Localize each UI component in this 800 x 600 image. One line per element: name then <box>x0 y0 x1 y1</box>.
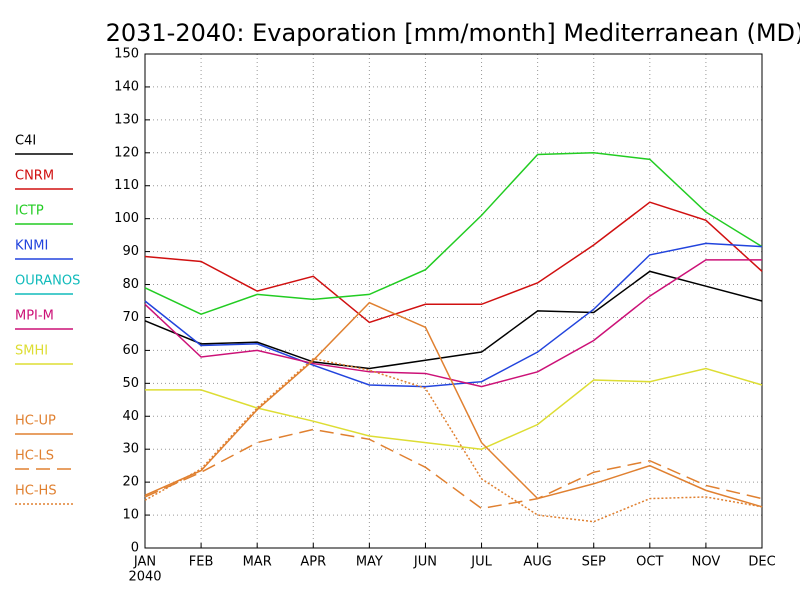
x-tick-label: APR <box>300 555 326 570</box>
x-tick-label: JUL <box>470 555 492 570</box>
y-tick-label: 70 <box>122 310 139 325</box>
x-tick-label: JAN <box>133 555 156 570</box>
x-sublabel: 2040 <box>128 570 161 585</box>
series-line <box>144 270 763 370</box>
legend-label: HC-UP <box>15 414 56 429</box>
legend-label: CNRM <box>15 169 54 184</box>
y-tick-label: 120 <box>114 145 139 160</box>
legend-label: MPI-M <box>15 309 54 324</box>
legend-label: KNMI <box>15 239 48 254</box>
x-tick-label: JUN <box>413 555 437 570</box>
series-line <box>144 259 762 388</box>
x-tick-label: SEP <box>582 555 606 570</box>
y-tick-label: 40 <box>122 409 139 424</box>
x-tick-label: NOV <box>692 555 721 570</box>
series-line <box>144 242 763 388</box>
y-tick-label: 60 <box>122 343 139 358</box>
chart-title: 2031-2040: Evaporation [mm/month] Medite… <box>106 19 800 47</box>
y-tick-label: 110 <box>114 178 139 193</box>
x-tick-label: OCT <box>636 555 663 570</box>
series-line <box>145 367 763 450</box>
legend-label: HC-HS <box>15 484 57 499</box>
legend-label: ICTP <box>15 204 44 219</box>
y-tick-label: 0 <box>131 541 139 556</box>
legend-label: HC-LS <box>15 449 54 464</box>
y-tick-label: 20 <box>122 475 139 490</box>
y-tick-label: 100 <box>114 211 139 226</box>
x-tick-label: FEB <box>189 555 214 570</box>
legend-label: SMHI <box>15 344 48 359</box>
y-tick-label: 10 <box>122 508 139 523</box>
y-tick-label: 30 <box>122 442 139 457</box>
y-tick-label: 130 <box>114 112 139 127</box>
x-tick-label: AUG <box>523 555 551 570</box>
y-tick-label: 80 <box>122 277 139 292</box>
x-tick-label: DEC <box>748 555 775 570</box>
series-line <box>144 152 763 315</box>
y-tick-label: 150 <box>114 47 139 62</box>
series-line <box>144 201 763 324</box>
y-tick-label: 90 <box>122 244 139 259</box>
legend-label: C4I <box>15 134 36 149</box>
x-tick-label: MAY <box>356 555 383 570</box>
x-tick-label: MAR <box>243 555 272 570</box>
series-line <box>144 428 763 510</box>
legend-label: OURANOS <box>15 274 80 289</box>
series-line <box>144 301 763 508</box>
series-line <box>144 357 763 523</box>
y-tick-label: 50 <box>122 376 139 391</box>
y-tick-label: 140 <box>114 79 139 94</box>
